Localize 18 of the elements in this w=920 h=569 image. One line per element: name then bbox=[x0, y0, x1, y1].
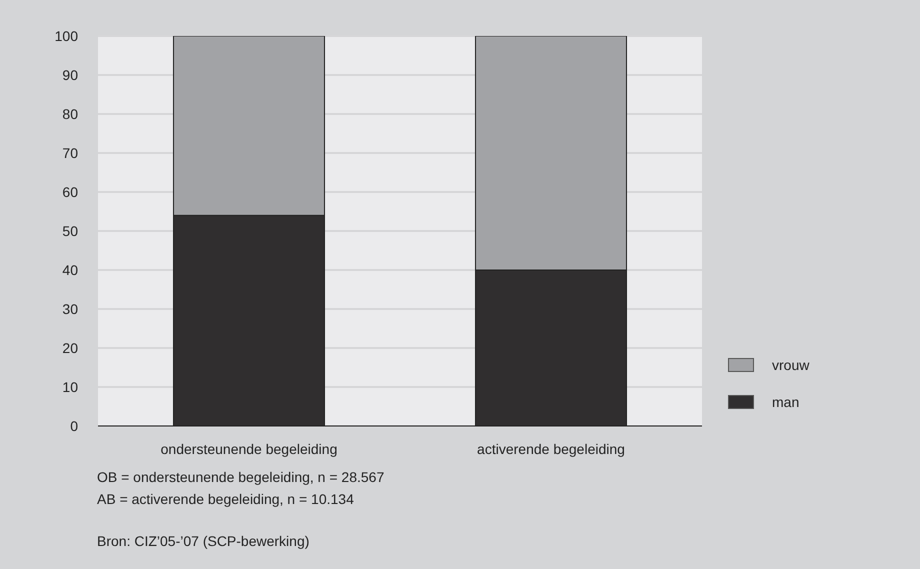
y-tick-label: 70 bbox=[62, 144, 78, 161]
text: AB = activerende begeleiding, n = 10.134 bbox=[97, 490, 355, 509]
y-tick-label: 20 bbox=[62, 340, 78, 356]
y-tick-label: 0 bbox=[70, 418, 78, 434]
x-tick-label: ondersteunende begeleiding bbox=[160, 440, 338, 457]
text: OB = ondersteunende begeleiding, n = 28.567 bbox=[97, 468, 384, 487]
y-tick-label: 10 bbox=[62, 378, 78, 395]
legend-label: man bbox=[772, 394, 800, 410]
y-tick-label: 90 bbox=[62, 66, 78, 83]
y-tick-label: 30 bbox=[62, 300, 78, 317]
y-tick-label: 100 bbox=[54, 28, 78, 44]
x-tick-label: activerende begeleiding bbox=[477, 440, 625, 457]
y-tick-label: 60 bbox=[62, 184, 78, 200]
text: Bron: CIZ’05-’07 (SCP-bewerking) bbox=[97, 532, 310, 551]
y-tick-label: 50 bbox=[62, 222, 78, 239]
y-tick-label: 40 bbox=[62, 262, 78, 278]
y-tick-label: 80 bbox=[62, 106, 78, 122]
legend-label: vrouw bbox=[772, 357, 810, 373]
